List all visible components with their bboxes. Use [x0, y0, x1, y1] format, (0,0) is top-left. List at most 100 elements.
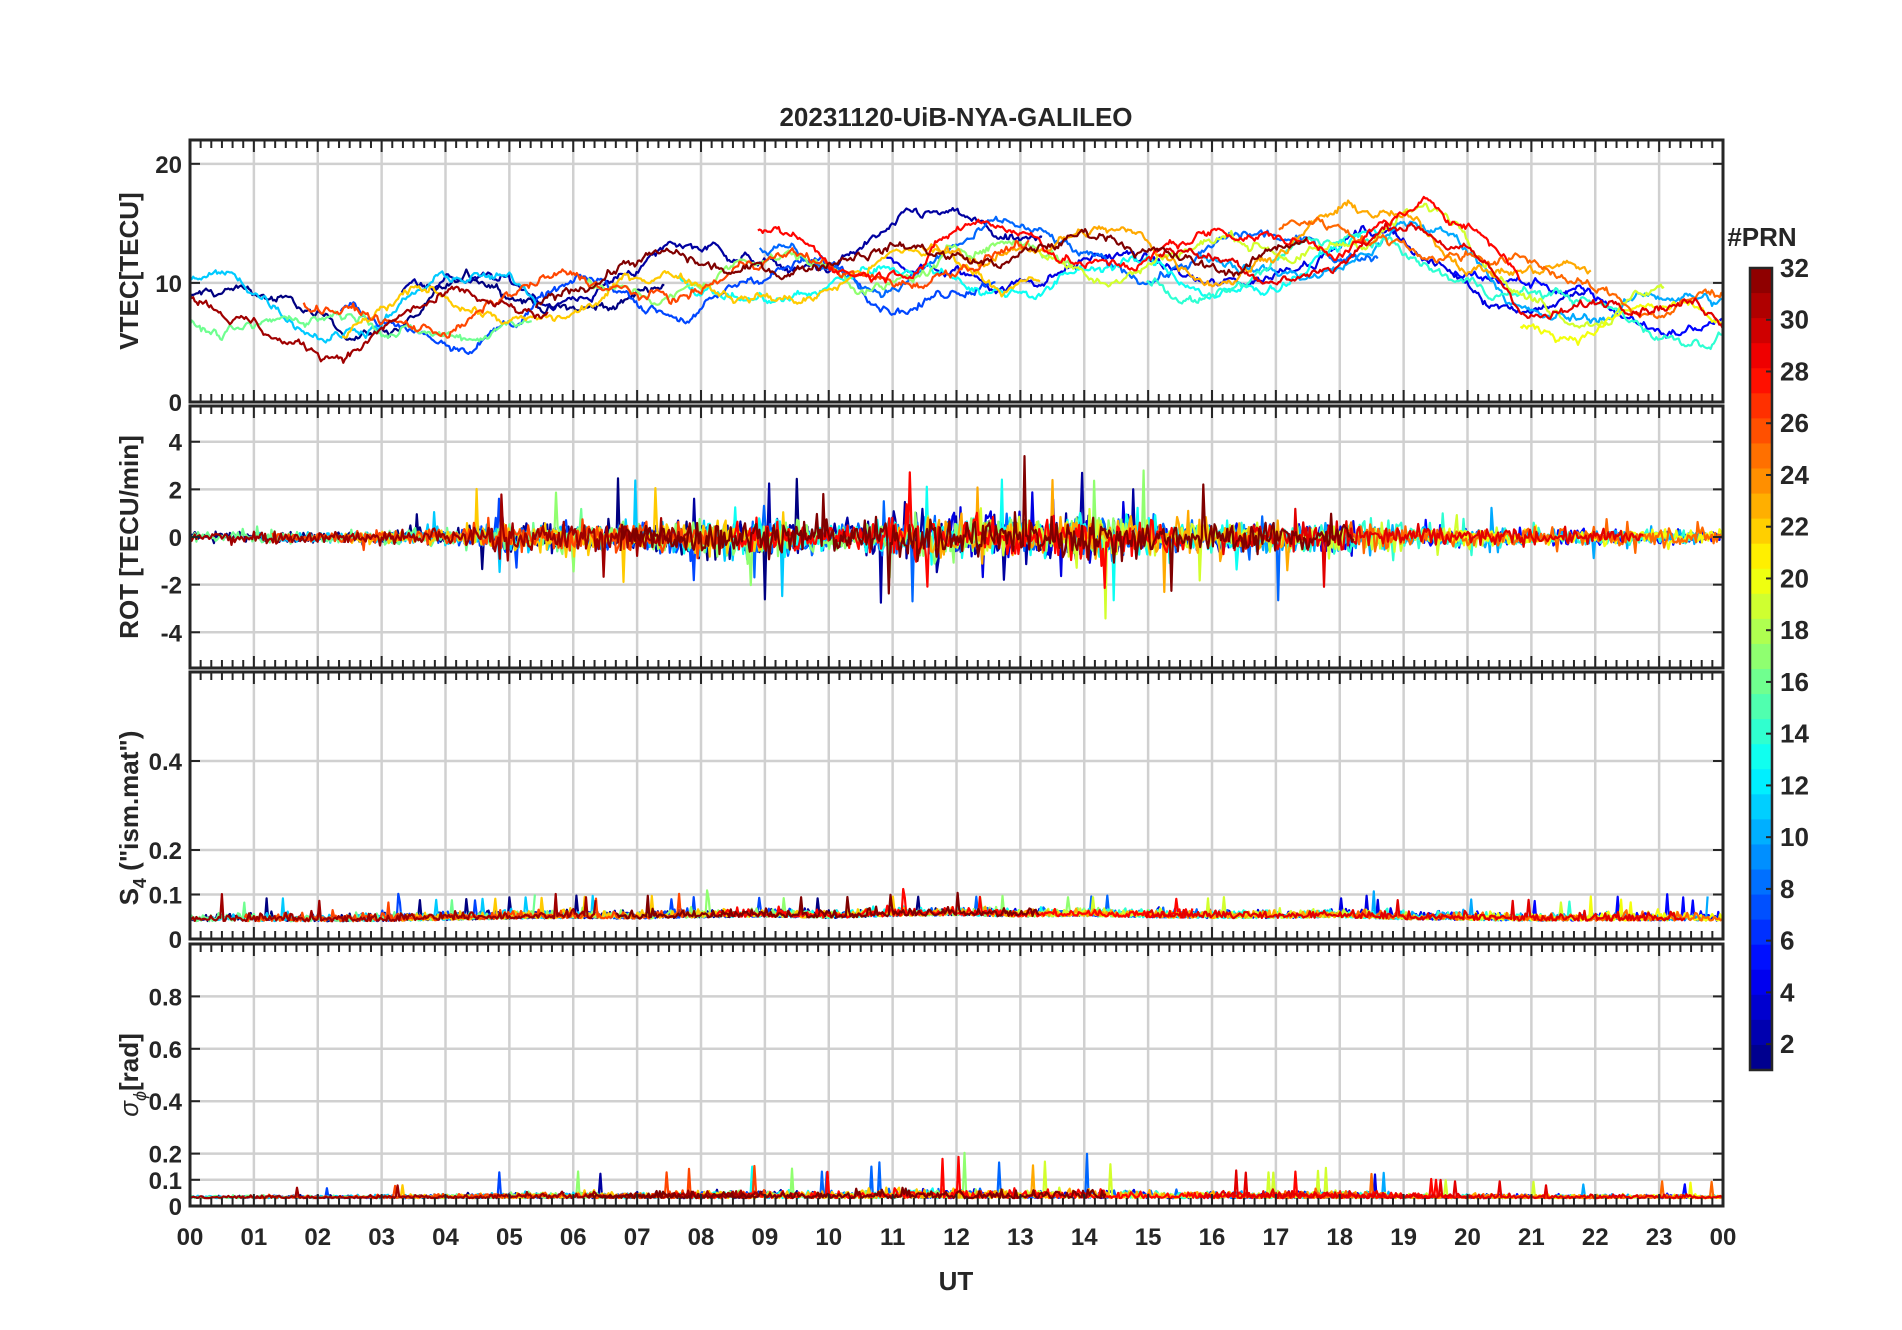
x-tick-label: 21 [1518, 1224, 1545, 1251]
colorbar-block [1750, 643, 1772, 670]
colorbar-tick-label: 10 [1780, 822, 1809, 852]
colorbar-block [1750, 618, 1772, 645]
prn-colorbar: 32 30 28 26 24 22 20 18 16 14 12 10 8 6 4 2 #PRN [1727, 222, 1809, 1072]
colorbar-block [1750, 894, 1772, 921]
colorbar-tick-label: 16 [1780, 667, 1809, 697]
vtec-prn-trace [1146, 232, 1723, 351]
colorbar-block [1750, 543, 1772, 570]
vtec-prn-trace [1035, 202, 1665, 329]
colorbar-block [1750, 393, 1772, 419]
vtec-prn-trace [339, 255, 996, 355]
colorbar-block [1750, 368, 1772, 394]
x-tick-label: 13 [1007, 1224, 1034, 1251]
x-tick-label: 08 [688, 1224, 715, 1251]
colorbar-tick-label: 6 [1780, 926, 1794, 956]
s4-ylabel-rest: ("ism.mat") [114, 731, 144, 878]
colorbar-block [1750, 293, 1772, 319]
sigma-y-tick-labels: 0.8 0.6 0.4 0.20.10 [149, 984, 183, 1221]
rot-prn-trace [955, 507, 1540, 620]
colorbar-block [1750, 869, 1772, 896]
colorbar-tick-label: 22 [1780, 512, 1809, 542]
colorbar-tick-label: 28 [1780, 356, 1809, 386]
x-tick-label: 19 [1390, 1224, 1417, 1251]
rot-ytick-label: 0 [169, 525, 182, 552]
colorbar-block [1750, 468, 1772, 495]
colorbar-block [1750, 343, 1772, 369]
sigma-ytick-label: 0 [169, 1194, 182, 1221]
colorbar-block [1750, 418, 1772, 445]
rot-panel: 4 2 0 -2 -4 ROT [TECU/min] [114, 404, 1725, 670]
rot-prn-trace [619, 455, 1355, 595]
x-tick-label: 17 [1263, 1224, 1290, 1251]
rot-ytick-label: 2 [169, 477, 182, 504]
x-axis-label: UT [939, 1266, 974, 1296]
s4-panel: 0.4 0.2 0.1 0 S4 ("ism.mat") [114, 670, 1725, 954]
x-tick-label: 06 [560, 1224, 587, 1251]
x-tick-label: 20 [1454, 1224, 1481, 1251]
rot-ylabel: ROT [TECU/min] [114, 435, 144, 639]
s4-ytick-label: 0.4 [149, 749, 183, 776]
colorbar-tick-label: 24 [1780, 460, 1809, 490]
colorbar-block [1750, 744, 1772, 770]
s4-y-tick-labels: 0.4 0.2 0.1 0 [149, 749, 183, 954]
rot-prn-trace [1220, 507, 1644, 588]
x-tick-label: 09 [752, 1224, 779, 1251]
colorbar-tick-label: 12 [1780, 770, 1809, 800]
colorbar-block [1750, 794, 1772, 820]
colorbar-tick-label: 4 [1780, 977, 1795, 1007]
x-tick-label: 02 [304, 1224, 331, 1251]
x-tick-label: 14 [1071, 1224, 1098, 1251]
s4-prn-trace [190, 892, 597, 923]
sigma-prn-trace [190, 1184, 760, 1200]
colorbar-block [1750, 268, 1772, 294]
x-tick-label: 18 [1326, 1224, 1353, 1251]
rot-traces [190, 455, 1723, 620]
x-tick-label: 04 [432, 1224, 459, 1251]
colorbar-frame [1748, 266, 1774, 1072]
vtec-traces [190, 195, 1723, 364]
sigma-ylabel: σϕ[rad] [114, 1033, 150, 1116]
colorbar-tick-label: 14 [1780, 719, 1809, 749]
colorbar-label: #PRN [1727, 222, 1796, 252]
colorbar-block [1750, 493, 1772, 520]
vtec-prn-trace [302, 239, 1030, 339]
x-tick-label: 15 [1135, 1224, 1162, 1251]
rot-ytick-label: -4 [161, 620, 183, 647]
colorbar-tick-label: 20 [1780, 563, 1809, 593]
sigma-ytick-label: 0.2 [149, 1142, 182, 1169]
x-tick-label: 11 [880, 1224, 905, 1251]
sigma-grid [190, 944, 1723, 1208]
colorbar-blocks [1750, 268, 1772, 1071]
colorbar-tick-label: 26 [1780, 408, 1809, 438]
vtec-prn-trace [341, 247, 1041, 339]
colorbar-tick-label: 8 [1780, 874, 1794, 904]
sigma-ytick-label: 0.6 [149, 1037, 182, 1064]
colorbar-block [1750, 1044, 1772, 1071]
colorbar-block [1750, 318, 1772, 344]
colorbar-tick-label: 30 [1780, 305, 1809, 335]
figure-title: 20231120-UiB-NYA-GALILEO [779, 102, 1132, 132]
rot-ytick-label: -2 [161, 573, 182, 600]
x-tick-label: 10 [815, 1224, 842, 1251]
s4-ytick-label: 0 [169, 927, 182, 954]
vtec-prn-trace [534, 228, 1309, 309]
vtec-prn-trace [1199, 220, 1723, 324]
x-tick-label: 23 [1646, 1224, 1673, 1251]
colorbar-block [1750, 443, 1772, 470]
colorbar-block [1750, 719, 1772, 745]
sigma-ylabel-sub: ϕ [130, 1091, 150, 1101]
s4-prn-trace [1144, 898, 1686, 922]
sigma-ticks [189, 944, 1724, 1207]
vtec-prn-trace [885, 224, 1587, 315]
x-tick-label: 12 [943, 1224, 970, 1251]
vtec-panel: 20 10 0 VTEC[TECU] [114, 138, 1725, 417]
s4-ytick-label: 0.2 [149, 838, 182, 865]
s4-ticks [189, 672, 1724, 940]
x-tick-label: 01 [241, 1224, 268, 1251]
vtec-ytick-label: 0 [169, 390, 182, 417]
x-tick-label: 22 [1582, 1224, 1609, 1251]
s4-traces [190, 887, 1723, 923]
colorbar-block [1750, 769, 1772, 795]
vtec-prn-trace [757, 195, 1521, 284]
